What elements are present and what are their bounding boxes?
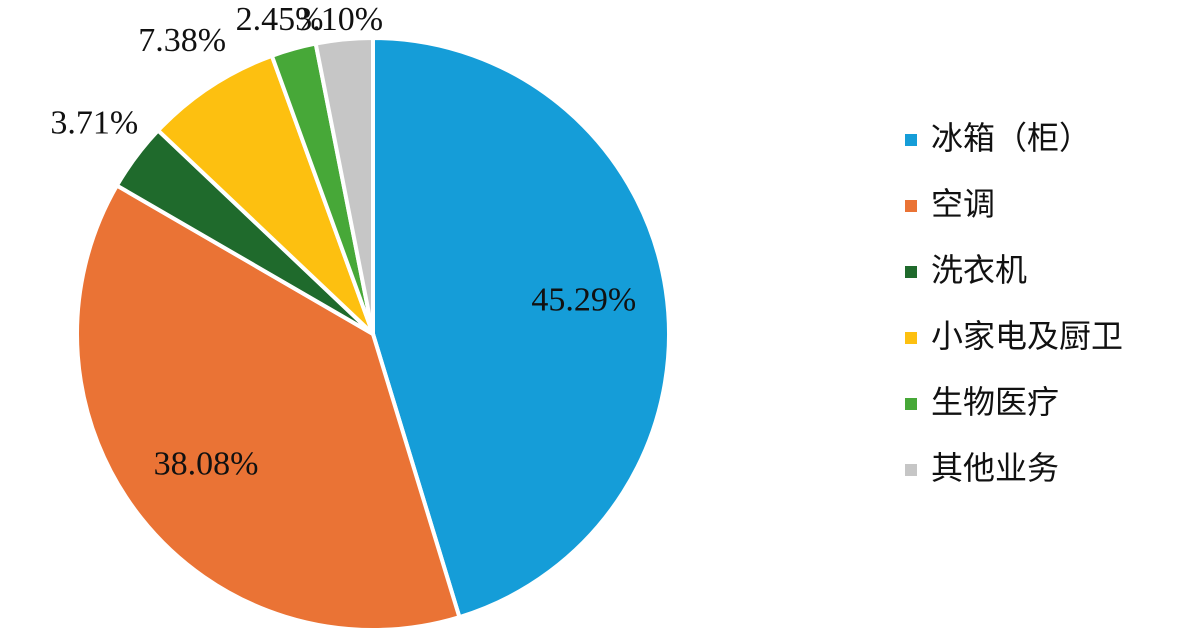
data-label: 2.45% (236, 1, 324, 38)
data-label: 7.38% (138, 22, 226, 59)
legend-swatch (905, 266, 917, 278)
pie-slice (156, 53, 375, 336)
legend-swatch (905, 200, 917, 212)
legend-swatch (905, 398, 917, 410)
data-label: 3.10% (295, 1, 383, 38)
data-label: 45.29% (531, 281, 636, 318)
legend-label: 冰箱（柜） (931, 119, 1091, 157)
legend-swatch (905, 464, 917, 476)
legend-label: 生物医疗 (931, 383, 1059, 421)
legend-swatch (905, 134, 917, 146)
legend-label: 空调 (931, 185, 995, 223)
legend-swatch (905, 332, 917, 344)
pie-slice (75, 183, 462, 631)
legend-label: 其他业务 (931, 449, 1059, 487)
data-label: 38.08% (154, 445, 259, 482)
legend-label: 小家电及厨卫 (931, 317, 1123, 355)
pie-slice (313, 36, 375, 336)
legend-label: 洗衣机 (931, 251, 1027, 289)
data-label: 3.71% (50, 104, 138, 141)
pie-slice (371, 36, 671, 620)
